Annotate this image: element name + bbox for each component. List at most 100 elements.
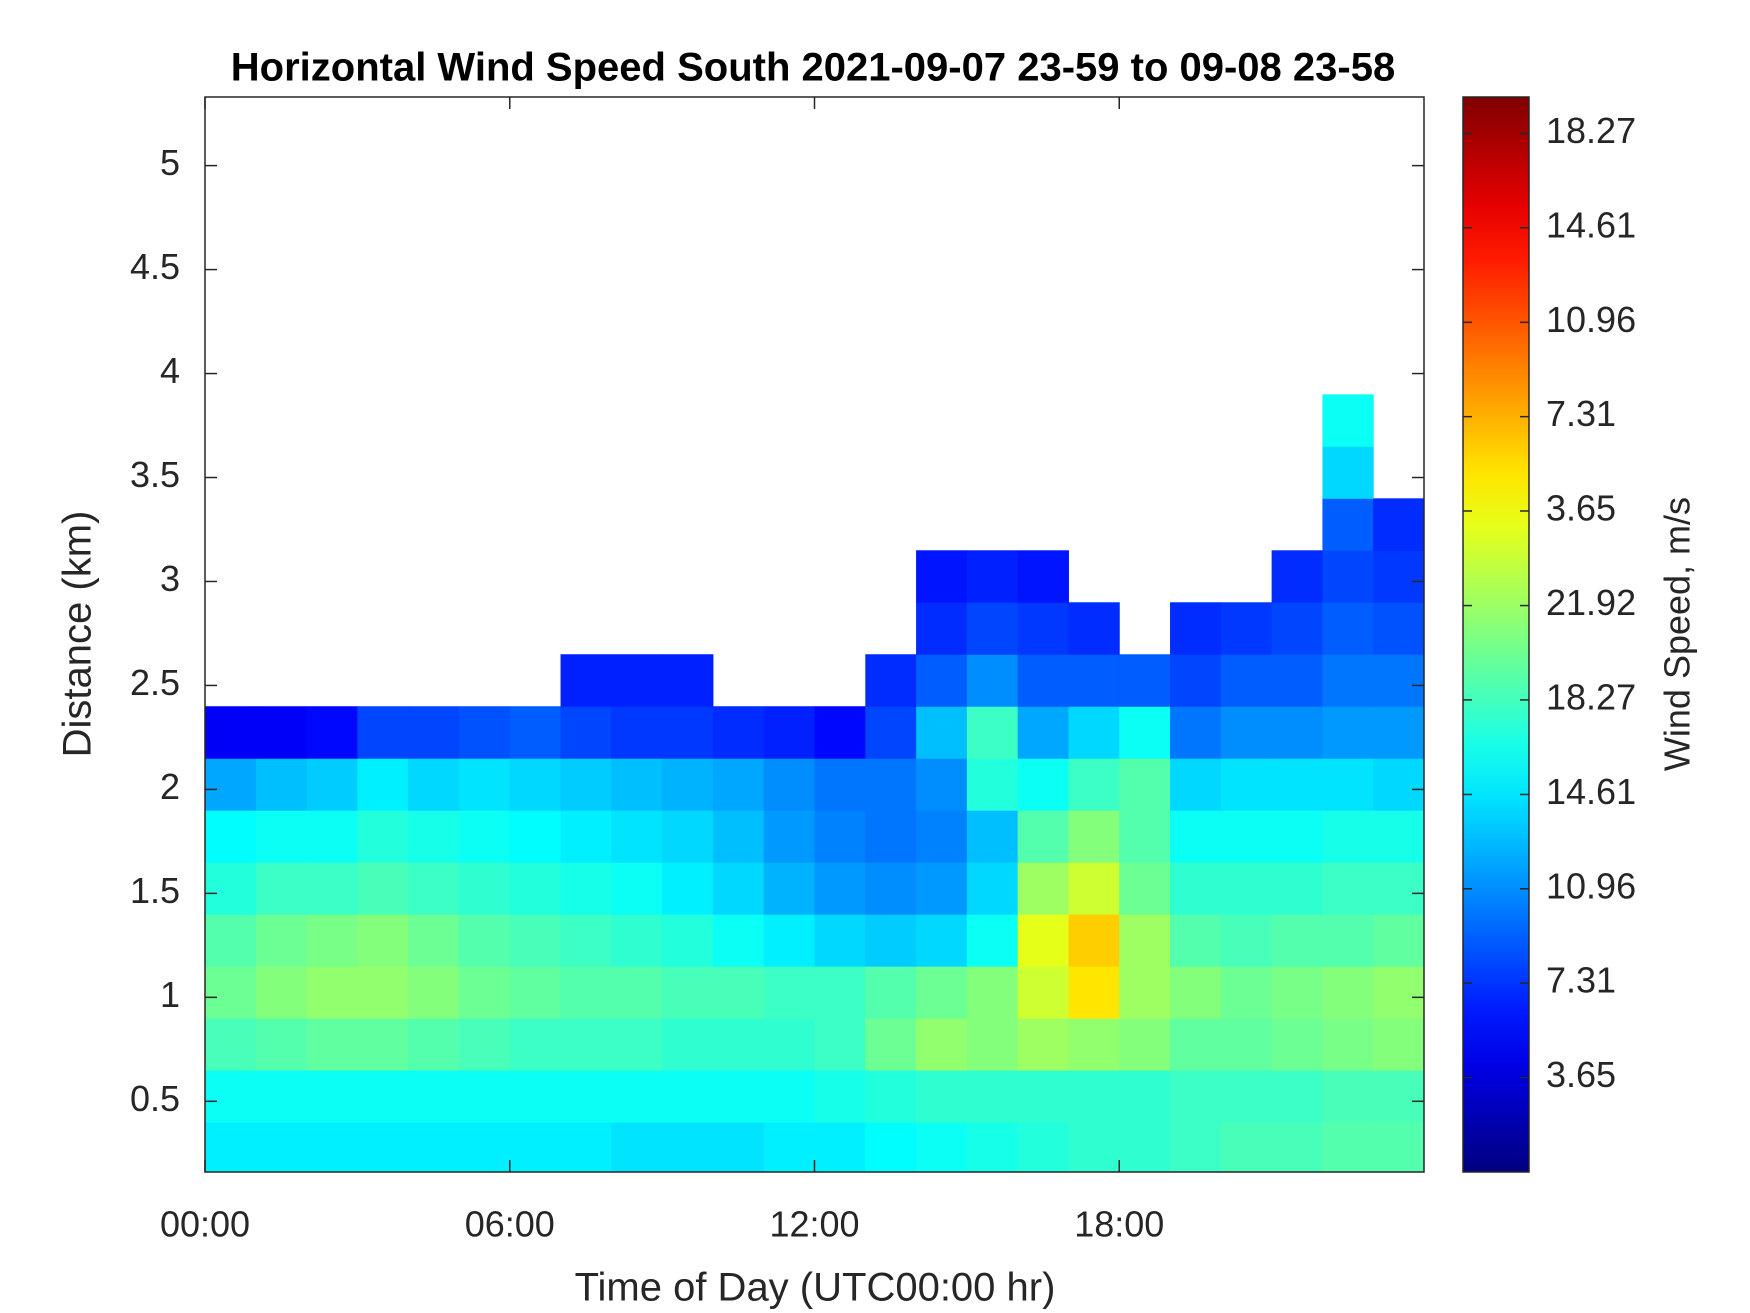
heatmap-cell xyxy=(662,758,714,811)
heatmap-cell xyxy=(1271,602,1323,655)
heatmap-cell xyxy=(1170,706,1222,759)
heatmap-cell xyxy=(1271,966,1323,1019)
heatmap-cell xyxy=(1271,654,1323,707)
colorbar-tick-label: 21.92 xyxy=(1546,582,1636,623)
heatmap-cell xyxy=(1068,966,1120,1019)
heatmap-cell xyxy=(306,966,358,1019)
heatmap-cell xyxy=(509,966,562,1019)
heatmap-cell xyxy=(712,914,765,967)
heatmap-cell xyxy=(814,706,866,759)
heatmap-cell xyxy=(1322,706,1374,759)
heatmap-cell xyxy=(763,862,815,915)
x-tick-label: 18:00 xyxy=(1074,1204,1164,1245)
colorbar-tick-label: 10.96 xyxy=(1546,299,1636,340)
heatmap-cell xyxy=(763,914,815,967)
heatmap-cell xyxy=(916,1018,968,1071)
heatmap-cell xyxy=(865,654,917,707)
heatmap-cell xyxy=(458,706,511,759)
heatmap-cell xyxy=(509,1070,562,1123)
heatmap-cell xyxy=(662,1018,714,1071)
heatmap-cell xyxy=(458,758,511,811)
heatmap-cell xyxy=(1220,1018,1273,1071)
heatmap-cell xyxy=(763,810,815,863)
heatmap-cell xyxy=(662,1070,714,1123)
heatmap-cell xyxy=(1119,706,1171,759)
heatmap-cell xyxy=(560,914,612,967)
heatmap-cell xyxy=(1017,1070,1069,1123)
heatmap-cell xyxy=(408,1018,460,1071)
colorbar xyxy=(1462,96,1530,1173)
colorbar-tick-label: 14.61 xyxy=(1546,771,1636,812)
heatmap-cell xyxy=(458,914,511,967)
colorbar-tick-label: 3.65 xyxy=(1546,487,1616,528)
heatmap-cell xyxy=(916,862,968,915)
heatmap-cell xyxy=(1170,966,1222,1019)
heatmap-cell xyxy=(966,1070,1019,1123)
heatmap-cell xyxy=(865,706,917,759)
heatmap-cell xyxy=(966,602,1019,655)
heatmap-cell xyxy=(560,862,612,915)
heatmap-cell xyxy=(1373,498,1425,551)
heatmap-cell xyxy=(763,758,815,811)
heatmap-cell xyxy=(509,1018,562,1071)
heatmap-cell xyxy=(1322,602,1374,655)
heatmap-cell xyxy=(966,758,1019,811)
heatmap-cell xyxy=(814,1018,866,1071)
heatmap-cell xyxy=(763,706,815,759)
heatmap-cell xyxy=(1017,810,1069,863)
heatmap-cell xyxy=(1068,1018,1120,1071)
heatmap-cell xyxy=(865,966,917,1019)
heatmap-cell xyxy=(1220,966,1273,1019)
heatmap-cell xyxy=(865,862,917,915)
heatmap-cell xyxy=(712,758,765,811)
heatmap-cell xyxy=(357,1070,409,1123)
heatmap-cell xyxy=(1322,446,1374,499)
heatmap-cell xyxy=(611,1070,663,1123)
heatmap-cell xyxy=(662,810,714,863)
heatmap-cell xyxy=(1322,654,1374,707)
heatmap-cell xyxy=(255,914,308,967)
heatmap-cell xyxy=(916,550,968,603)
heatmap-cell xyxy=(916,1122,968,1173)
heatmap-cell xyxy=(1170,1070,1222,1123)
heatmap-cell xyxy=(357,758,409,811)
colorbar-tick-label: 7.31 xyxy=(1546,960,1616,1001)
heatmap-cell xyxy=(1373,1122,1425,1173)
heatmap-cell xyxy=(916,758,968,811)
heatmap-cell xyxy=(1322,862,1374,915)
heatmap-cell xyxy=(814,1122,866,1173)
heatmap-cell xyxy=(611,706,663,759)
heatmap-cell xyxy=(763,1018,815,1071)
heatmap-cell xyxy=(560,810,612,863)
heatmap-cell xyxy=(712,862,765,915)
y-tick-label: 4.5 xyxy=(130,246,180,287)
heatmap-cell xyxy=(1373,1018,1425,1071)
heatmap-cell xyxy=(814,758,866,811)
colorbar-axis xyxy=(1463,132,1529,1079)
heatmap-cell xyxy=(662,654,714,707)
heatmap-cell xyxy=(255,810,308,863)
heatmap-cell xyxy=(662,706,714,759)
colorbar-tick-label: 7.31 xyxy=(1546,393,1616,434)
heatmap-cell xyxy=(1271,1018,1323,1071)
heatmap-cell xyxy=(458,1122,511,1173)
heatmap-cell xyxy=(1170,914,1222,967)
heatmap-cell xyxy=(560,1018,612,1071)
heatmap-cell xyxy=(865,914,917,967)
heatmap-cell xyxy=(408,966,460,1019)
heatmap-cell xyxy=(1271,914,1323,967)
heatmap-cell xyxy=(1068,602,1120,655)
heatmap-cell xyxy=(1220,602,1273,655)
heatmap-cell xyxy=(1017,602,1069,655)
y-tick-label: 2 xyxy=(160,766,180,807)
heatmap-cell xyxy=(1322,498,1374,551)
colorbar-tick-label: 10.96 xyxy=(1546,865,1636,906)
heatmap-cell xyxy=(1220,706,1273,759)
heatmap-cell xyxy=(1373,758,1425,811)
heatmap-cell xyxy=(509,862,562,915)
heatmap-cell xyxy=(1119,914,1171,967)
heatmap-cell xyxy=(662,966,714,1019)
colorbar-tick-label: 18.27 xyxy=(1546,676,1636,717)
heatmap-cell xyxy=(1322,810,1374,863)
x-tick-label: 12:00 xyxy=(769,1204,859,1245)
